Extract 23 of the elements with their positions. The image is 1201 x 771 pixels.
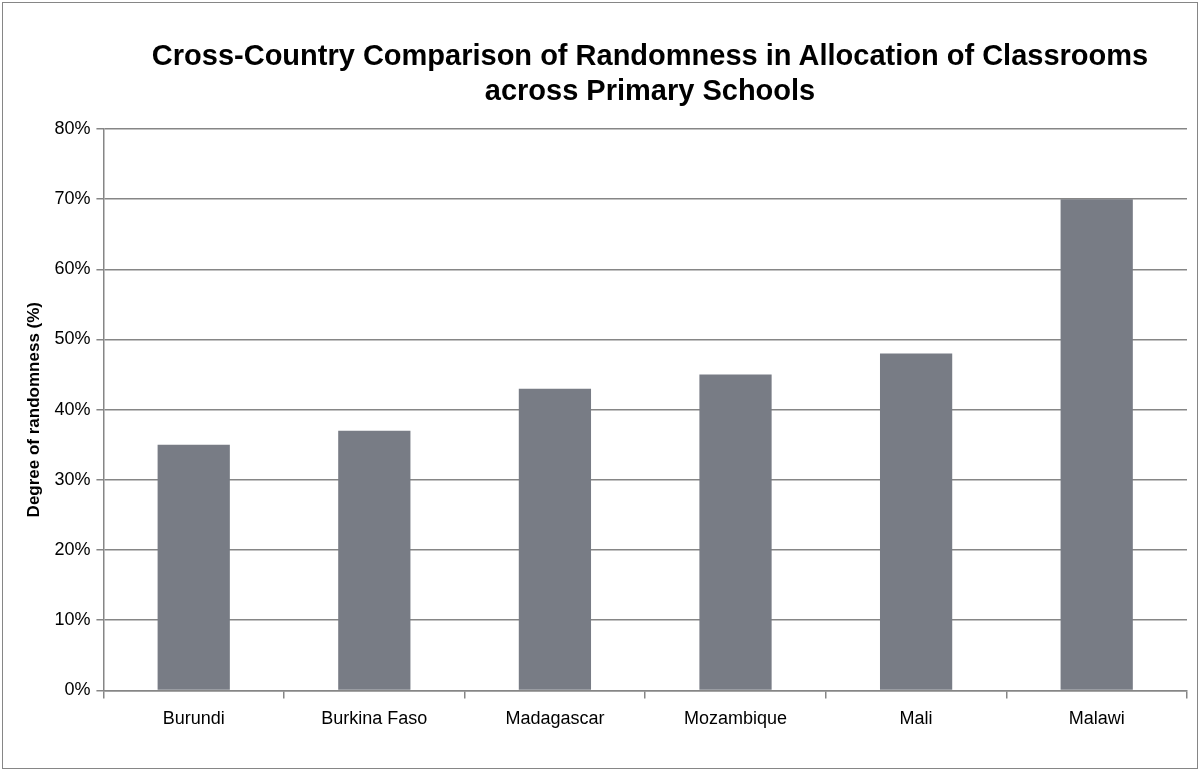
y-axis-title: Degree of randomness (%) (23, 302, 43, 518)
bar (879, 353, 953, 690)
y-tick-label: 20% (54, 539, 91, 560)
bar (699, 374, 772, 690)
x-tick-label: Malawi (1068, 708, 1125, 729)
x-tick-label: Mozambique (683, 708, 788, 729)
y-tick-label: 60% (54, 258, 91, 279)
y-tick-label: 40% (54, 398, 91, 419)
bar (1060, 199, 1133, 690)
x-tick-label: Mali (899, 708, 933, 729)
bar (157, 444, 230, 690)
y-tick-label: 10% (54, 609, 91, 630)
y-tick-label: 80% (54, 117, 91, 138)
y-tick-label: 0% (64, 679, 91, 700)
x-tick-label: Madagascar (505, 708, 605, 729)
y-tick-label: 70% (54, 188, 91, 209)
bar (338, 430, 411, 690)
y-tick-label: 30% (54, 468, 91, 489)
y-tick-label: 50% (54, 328, 91, 349)
x-tick-label: Burundi (162, 708, 225, 729)
chart-title: Cross-Country Comparison of Randomness in Allocation of Classrooms across Primary Schools (150, 38, 1150, 108)
x-tick-label: Burkina Faso (321, 708, 428, 729)
bar (518, 388, 592, 690)
